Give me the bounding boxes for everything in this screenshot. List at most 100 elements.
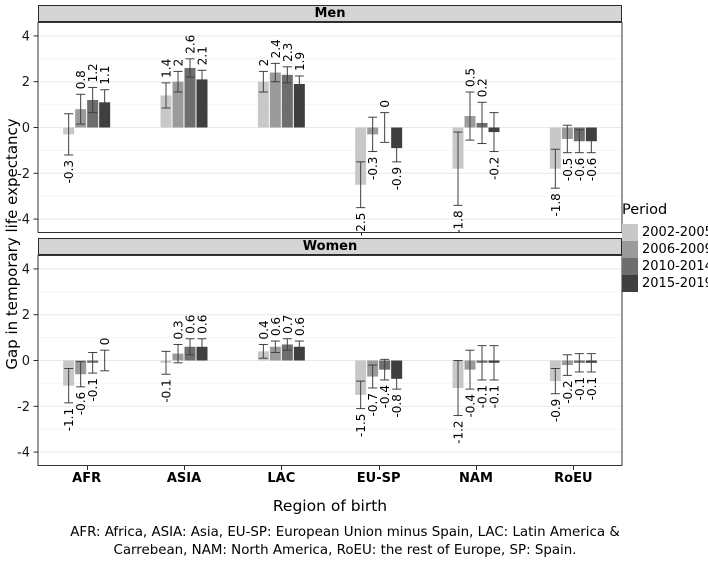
facet-strip-men: Men <box>38 5 622 22</box>
legend-item: 2010-2014 <box>622 258 708 275</box>
x-tick <box>86 466 88 470</box>
value-label: -0.8 <box>390 394 404 417</box>
x-tick <box>281 466 283 470</box>
value-label: 0.6 <box>293 317 307 336</box>
value-label: 0.7 <box>281 315 295 334</box>
x-tick <box>378 466 380 470</box>
bar <box>281 344 293 361</box>
legend-item: 2006-2009 <box>622 241 708 258</box>
panel-women-plot: -1.1-0.10.4-1.5 -1.2-0.9-0.60.3 0.6-0.7 -0.… <box>17 255 623 466</box>
value-label: -1.8 <box>452 210 466 233</box>
value-label: -2.5 <box>354 213 368 236</box>
y-tick-label: -2 <box>17 400 30 415</box>
value-label: 2.4 <box>269 39 283 58</box>
value-label: -0.1 <box>573 377 587 400</box>
value-label: -0.3 <box>62 160 76 183</box>
value-label: 2 <box>257 59 271 67</box>
bar <box>196 79 208 128</box>
value-label: 2.6 <box>184 35 198 54</box>
legend-item: 2015-2019 <box>622 275 708 292</box>
value-label: -0.1 <box>476 385 490 408</box>
value-label: -0.4 <box>378 385 392 408</box>
x-tick-label-eu-sp: EU-SP <box>356 471 401 486</box>
x-tick-label-lac: LAC <box>267 471 296 486</box>
value-label: 0.3 <box>172 320 186 339</box>
x-axis-ticks <box>0 466 622 470</box>
x-tick-label-asia: ASIA <box>166 471 202 486</box>
y-tick-label: 2 <box>22 75 30 90</box>
y-tick-label: -2 <box>17 167 30 182</box>
y-tick-label: 4 <box>22 29 30 44</box>
legend: Period 2002-2005 2006-2009 2010-2014 2015-2… <box>622 202 708 292</box>
caption-line-1: AFR: Africa, ASIA: Asia, EU-SP: European… <box>70 525 620 540</box>
value-label: -0.1 <box>585 377 599 400</box>
x-tick <box>476 466 477 470</box>
x-tick-label-nam: NAM <box>459 471 493 486</box>
value-label: 0.6 <box>184 315 198 334</box>
bar <box>184 67 196 128</box>
value-label: -0.2 <box>561 380 575 403</box>
value-label: 0.6 <box>269 317 283 336</box>
bar <box>355 127 367 185</box>
bar <box>269 72 281 128</box>
legend-swatch <box>622 224 638 241</box>
y-tick-label: -4 <box>17 213 30 228</box>
y-tick-label: 0 <box>22 121 30 136</box>
value-label: 1.4 <box>160 59 174 78</box>
legend-items: 2002-2005 2006-2009 2010-2014 2015-2019 <box>622 224 708 292</box>
bar <box>549 127 561 169</box>
value-label: -0.6 <box>573 158 587 181</box>
value-label: -0.3 <box>366 157 380 180</box>
bar <box>160 95 172 128</box>
bar <box>257 81 269 128</box>
facet-strip-women: Women <box>38 238 622 255</box>
x-axis-tick-labels: AFR ASIA LAC EU-SP NAM RoEU <box>0 471 622 487</box>
bar <box>269 346 281 361</box>
value-label: -1.2 <box>452 420 466 443</box>
value-label: 2.1 <box>196 46 210 65</box>
x-tick <box>573 466 575 470</box>
value-label: -0.2 <box>488 157 502 180</box>
value-label: -1.1 <box>62 408 76 431</box>
legend-item-label: 2015-2019 <box>642 276 708 291</box>
value-label: 1.2 <box>86 63 100 82</box>
value-label: -0.9 <box>549 399 563 422</box>
bar <box>87 100 99 128</box>
value-label: 1.9 <box>293 52 307 71</box>
value-label: -0.4 <box>464 394 478 417</box>
legend-title: Period <box>622 202 668 218</box>
bar <box>355 360 367 395</box>
caption: AFR: Africa, ASIA: Asia, EU-SP: European… <box>0 524 690 559</box>
legend-item-label: 2010-2014 <box>642 259 708 274</box>
legend-swatch <box>622 258 638 275</box>
bar <box>293 83 305 128</box>
value-label: -0.9 <box>390 167 404 190</box>
value-label: -0.6 <box>585 158 599 181</box>
y-tick-label: 4 <box>22 262 30 277</box>
panel-men-plot: -0.31.4 2-2.5 -1.8-1.80.822.4-0.30.5-0.51.… <box>17 22 623 236</box>
value-label: 0 <box>98 338 112 346</box>
y-tick-label: 2 <box>22 308 30 323</box>
legend-item-label: 2002-2005 <box>642 225 708 240</box>
value-label: 0.2 <box>476 78 490 97</box>
legend-item-label: 2006-2009 <box>642 242 708 257</box>
value-label: -0.6 <box>74 392 88 415</box>
bar <box>281 74 293 128</box>
value-label: 0.8 <box>74 70 88 89</box>
value-label: -1.8 <box>549 193 563 216</box>
legend-item: 2002-2005 <box>622 224 708 241</box>
value-label: -0.1 <box>86 378 100 401</box>
value-label: -0.7 <box>366 393 380 416</box>
value-label: 2 <box>172 59 186 67</box>
value-label: 1.1 <box>98 66 112 85</box>
x-tick-label-afr: AFR <box>72 471 102 486</box>
legend-swatch <box>622 241 638 258</box>
value-label: -1.5 <box>354 414 368 437</box>
value-label: -0.5 <box>561 158 575 181</box>
value-label: -0.1 <box>488 385 502 408</box>
value-label: 2.3 <box>281 43 295 62</box>
x-axis-title: Region of birth <box>272 497 388 515</box>
value-label: 0.5 <box>464 68 478 87</box>
x-tick <box>184 466 185 470</box>
